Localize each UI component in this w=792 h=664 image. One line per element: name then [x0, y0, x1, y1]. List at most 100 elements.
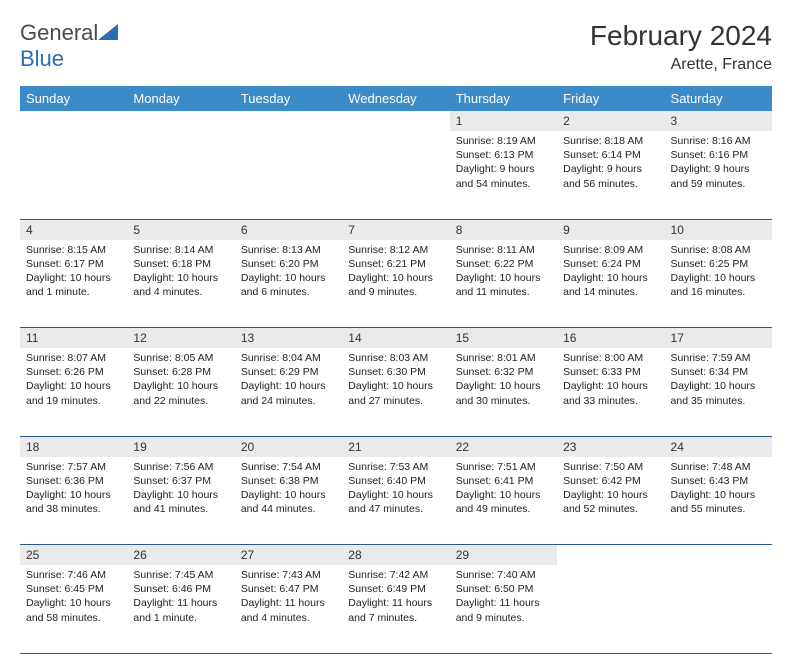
day-number-cell: 7 [342, 219, 449, 240]
sunrise-text: Sunrise: 7:45 AM [133, 568, 228, 582]
day-content-row: Sunrise: 7:46 AMSunset: 6:45 PMDaylight:… [20, 565, 772, 653]
day-content-cell: Sunrise: 8:16 AMSunset: 6:16 PMDaylight:… [665, 131, 772, 219]
month-title: February 2024 [590, 20, 772, 52]
sunrise-text: Sunrise: 7:48 AM [671, 460, 766, 474]
sunset-text: Sunset: 6:34 PM [671, 365, 766, 379]
sunrise-text: Sunrise: 8:08 AM [671, 243, 766, 257]
sunset-text: Sunset: 6:37 PM [133, 474, 228, 488]
day-content-cell: Sunrise: 8:04 AMSunset: 6:29 PMDaylight:… [235, 348, 342, 436]
daylight-text: Daylight: 10 hours and 58 minutes. [26, 596, 121, 624]
day-content-row: Sunrise: 8:07 AMSunset: 6:26 PM Daylight:… [20, 348, 772, 436]
sunrise-text: Sunrise: 8:16 AM [671, 134, 766, 148]
logo-triangle-icon [98, 20, 118, 46]
sunset-text: Sunset: 6:24 PM [563, 257, 658, 271]
day-content-cell: Sunrise: 8:15 AMSunset: 6:17 PMDaylight:… [20, 240, 127, 328]
weekday-header: Monday [127, 86, 234, 111]
day-content-cell: Sunrise: 8:18 AMSunset: 6:14 PMDaylight:… [557, 131, 664, 219]
day-number-cell: 14 [342, 328, 449, 349]
sunset-text: Sunset: 6:28 PM [133, 365, 228, 379]
sunrise-text: Sunrise: 7:40 AM [456, 568, 551, 582]
day-number-cell: 27 [235, 545, 342, 566]
day-content-cell [557, 565, 664, 653]
day-content-cell: Sunrise: 8:00 AMSunset: 6:33 PMDaylight:… [557, 348, 664, 436]
day-number-cell: 25 [20, 545, 127, 566]
day-content-cell: Sunrise: 7:40 AMSunset: 6:50 PMDaylight:… [450, 565, 557, 653]
daynum-row: 2526272829 [20, 545, 772, 566]
day-content-cell [665, 565, 772, 653]
daylight-text: Daylight: 11 hours and 7 minutes. [348, 596, 443, 624]
day-content-cell: Sunrise: 8:07 AMSunset: 6:26 PMDaylight:… [20, 348, 127, 436]
day-number-cell: 28 [342, 545, 449, 566]
day-content-cell: Sunrise: 7:50 AMSunset: 6:42 PMDaylight:… [557, 457, 664, 545]
daylight-text: Daylight: 11 hours and 1 minute. [133, 596, 228, 624]
title-block: February 2024 Arette, France [590, 20, 772, 74]
calendar-table: Sunday Monday Tuesday Wednesday Thursday… [20, 86, 772, 654]
daylight-text: Daylight: 10 hours and 14 minutes. [563, 271, 658, 299]
day-number-cell: 19 [127, 436, 234, 457]
sunrise-text: Sunrise: 8:09 AM [563, 243, 658, 257]
daylight-text: Daylight: 10 hours and 55 minutes. [671, 488, 766, 516]
sunset-text: Sunset: 6:46 PM [133, 582, 228, 596]
sunset-text: Sunset: 6:38 PM [241, 474, 336, 488]
day-content-cell: Sunrise: 7:57 AMSunset: 6:36 PMDaylight:… [20, 457, 127, 545]
weekday-header: Friday [557, 86, 664, 111]
day-number-cell [342, 111, 449, 131]
day-number-cell: 24 [665, 436, 772, 457]
logo-text: General Blue [20, 20, 118, 72]
day-content-cell: Sunrise: 7:46 AMSunset: 6:45 PMDaylight:… [20, 565, 127, 653]
daylight-text: Daylight: 10 hours and 22 minutes. [133, 379, 228, 407]
daylight-text: Daylight: 10 hours and 52 minutes. [563, 488, 658, 516]
header: General Blue February 2024 Arette, Franc… [20, 20, 772, 74]
day-number-cell: 1 [450, 111, 557, 131]
day-content-cell: Sunrise: 8:08 AMSunset: 6:25 PMDaylight:… [665, 240, 772, 328]
sunset-text: Sunset: 6:40 PM [348, 474, 443, 488]
daynum-row: 18192021222324 [20, 436, 772, 457]
sunrise-text: Sunrise: 7:59 AM [671, 351, 766, 365]
sunset-text: Sunset: 6:36 PM [26, 474, 121, 488]
logo: General Blue [20, 20, 118, 72]
sunrise-text: Sunrise: 8:00 AM [563, 351, 658, 365]
day-content-cell [127, 131, 234, 219]
sunset-text: Sunset: 6:50 PM [456, 582, 551, 596]
day-number-cell: 23 [557, 436, 664, 457]
sunrise-text: Sunrise: 8:05 AM [133, 351, 228, 365]
day-content-row: Sunrise: 8:19 AMSunset: 6:13 PMDaylight:… [20, 131, 772, 219]
day-content-cell: Sunrise: 7:48 AMSunset: 6:43 PMDaylight:… [665, 457, 772, 545]
calendar-body: 123Sunrise: 8:19 AMSunset: 6:13 PMDaylig… [20, 111, 772, 653]
sunset-text: Sunset: 6:21 PM [348, 257, 443, 271]
sunrise-text: Sunrise: 8:01 AM [456, 351, 551, 365]
daylight-text: Daylight: 10 hours and 27 minutes. [348, 379, 443, 407]
daylight-text: Daylight: 9 hours and 59 minutes. [671, 162, 766, 190]
day-content-cell: Sunrise: 8:01 AMSunset: 6:32 PMDaylight:… [450, 348, 557, 436]
sunrise-text: Sunrise: 7:46 AM [26, 568, 121, 582]
sunrise-text: Sunrise: 8:13 AM [241, 243, 336, 257]
weekday-header: Wednesday [342, 86, 449, 111]
day-content-cell: Sunrise: 7:45 AMSunset: 6:46 PMDaylight:… [127, 565, 234, 653]
daylight-text: Daylight: 10 hours and 9 minutes. [348, 271, 443, 299]
daylight-text: Daylight: 9 hours and 56 minutes. [563, 162, 658, 190]
sunset-text: Sunset: 6:14 PM [563, 148, 658, 162]
sunset-text: Sunset: 6:43 PM [671, 474, 766, 488]
daylight-text: Daylight: 10 hours and 1 minute. [26, 271, 121, 299]
day-content-row: Sunrise: 8:15 AMSunset: 6:17 PMDaylight:… [20, 240, 772, 328]
sunset-text: Sunset: 6:33 PM [563, 365, 658, 379]
sunrise-text: Sunrise: 8:07 AM [26, 351, 121, 365]
day-number-cell: 9 [557, 219, 664, 240]
sunrise-text: Sunrise: 8:03 AM [348, 351, 443, 365]
weekday-header: Tuesday [235, 86, 342, 111]
day-content-cell: Sunrise: 8:14 AMSunset: 6:18 PMDaylight:… [127, 240, 234, 328]
day-number-cell: 5 [127, 219, 234, 240]
sunset-text: Sunset: 6:41 PM [456, 474, 551, 488]
daylight-text: Daylight: 10 hours and 33 minutes. [563, 379, 658, 407]
sunrise-text: Sunrise: 7:43 AM [241, 568, 336, 582]
daynum-row: 123 [20, 111, 772, 131]
day-number-cell: 11 [20, 328, 127, 349]
daylight-text: Daylight: 10 hours and 44 minutes. [241, 488, 336, 516]
sunrise-text: Sunrise: 7:54 AM [241, 460, 336, 474]
sunset-text: Sunset: 6:26 PM [26, 365, 121, 379]
day-content-cell: Sunrise: 7:51 AMSunset: 6:41 PMDaylight:… [450, 457, 557, 545]
day-number-cell: 21 [342, 436, 449, 457]
calendar-page: General Blue February 2024 Arette, Franc… [0, 0, 792, 664]
day-number-cell: 12 [127, 328, 234, 349]
daylight-text: Daylight: 10 hours and 4 minutes. [133, 271, 228, 299]
